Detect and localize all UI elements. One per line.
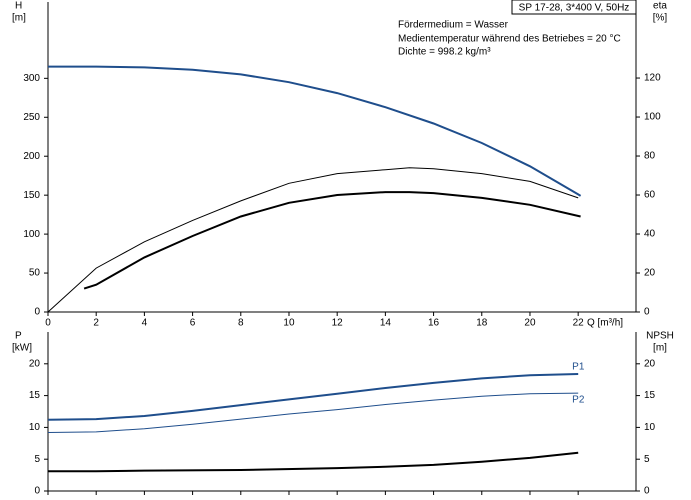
x-tick-label: 2 <box>93 318 99 329</box>
x-tick-label: 4 <box>142 318 148 329</box>
y-tick-label: 5 <box>34 454 40 465</box>
x-tick-label: 8 <box>238 318 244 329</box>
annotation: Dichte = 998.2 kg/m³ <box>398 47 491 58</box>
y-tick-label: 200 <box>23 151 40 162</box>
y2-axis-label: NPSH <box>646 331 674 342</box>
y-axis-unit: [kW] <box>12 343 32 354</box>
x-tick-label: 20 <box>524 318 536 329</box>
y2-tick-label: 10 <box>644 422 656 433</box>
y-tick-label: 0 <box>34 307 40 318</box>
y-tick-label: 0 <box>34 486 40 497</box>
y2-tick-label: 15 <box>644 390 656 401</box>
curve <box>47 392 579 433</box>
x-axis-label: Q [m³/h] <box>587 318 623 329</box>
curve <box>47 167 579 313</box>
x-tick-label: 6 <box>190 318 196 329</box>
y2-tick-label: 60 <box>644 190 656 201</box>
curve <box>48 451 579 473</box>
annotation: Fördermedium = Wasser <box>398 20 509 31</box>
curve <box>47 373 579 421</box>
y-axis-label: H <box>15 1 22 12</box>
y-tick-label: 250 <box>23 112 40 123</box>
curve <box>48 65 582 197</box>
y2-tick-label: 80 <box>644 151 656 162</box>
chart-title: SP 17-28, 3*400 V, 50Hz <box>519 3 630 14</box>
y-tick-label: 10 <box>29 422 41 433</box>
y-tick-label: 20 <box>29 358 41 369</box>
y2-axis-label: eta <box>653 1 667 12</box>
y2-tick-label: 100 <box>644 112 661 123</box>
annotation: Medientemperatur während des Betriebes =… <box>398 34 621 45</box>
y2-axis-unit: [%] <box>653 13 668 24</box>
curve <box>83 191 581 290</box>
y2-tick-label: 40 <box>644 229 656 240</box>
x-tick-label: 22 <box>573 318 585 329</box>
y2-tick-label: 20 <box>644 268 656 279</box>
x-tick-label: 12 <box>332 318 344 329</box>
axis-frame <box>47 2 637 313</box>
y-tick-label: 100 <box>23 229 40 240</box>
y2-tick-label: 120 <box>644 73 661 84</box>
y-tick-label: 150 <box>23 190 40 201</box>
y-axis-unit: [m] <box>12 13 26 24</box>
curve-label: P2 <box>572 395 585 406</box>
y-axis-label: P <box>15 331 22 342</box>
y-tick-label: 15 <box>29 390 41 401</box>
y-tick-label: 50 <box>29 268 41 279</box>
y2-axis-unit: [m] <box>653 343 667 354</box>
x-tick-label: 10 <box>283 318 295 329</box>
y-tick-label: 300 <box>23 73 40 84</box>
y2-tick-label: 0 <box>644 486 650 497</box>
x-tick-label: 18 <box>476 318 488 329</box>
x-tick-label: 14 <box>380 318 392 329</box>
y2-tick-label: 20 <box>644 358 656 369</box>
x-tick-label: 0 <box>45 318 51 329</box>
x-tick-label: 16 <box>428 318 440 329</box>
axis-frame <box>47 332 637 492</box>
y2-tick-label: 5 <box>644 454 650 465</box>
curve-label: P1 <box>572 362 585 373</box>
y2-tick-label: 0 <box>644 307 650 318</box>
